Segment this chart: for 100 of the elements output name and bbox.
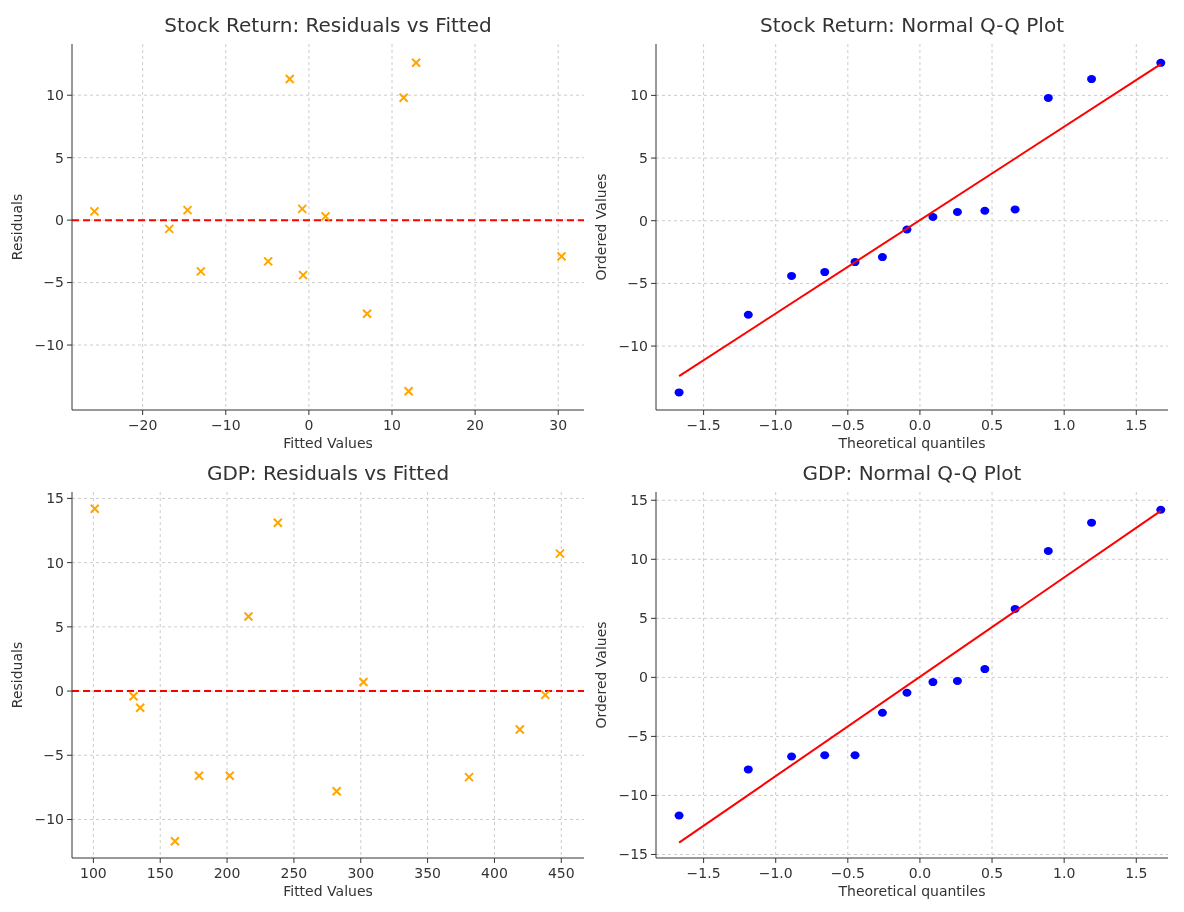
y-tick-label: 10 [46,87,64,104]
x-tick-label: −20 [127,417,158,433]
y-tick-label: −5 [627,728,648,745]
x-tick-label: 200 [213,865,241,881]
point [89,503,100,514]
point [169,836,180,847]
point [877,253,887,262]
y-tick-label: 10 [630,87,648,104]
point [194,770,204,781]
point [820,751,830,760]
x-tick-label: 20 [466,417,485,433]
point [224,770,235,781]
y-tick-label: 15 [630,492,648,509]
point [464,772,475,783]
point [135,702,146,713]
x-tick-label: −1.5 [686,417,721,433]
x-tick-label: 250 [280,865,308,881]
x-tick-label: 0 [304,417,314,433]
point [358,677,369,688]
y-tick-label: −10 [34,811,64,828]
point [980,206,990,215]
y-tick-label: 10 [46,554,64,571]
point [820,268,830,277]
point [540,689,551,700]
point [243,611,254,622]
y-tick-label: −5 [43,274,64,291]
x-tick-label: 350 [414,865,441,881]
y-tick-label: 5 [639,610,648,627]
y-tick-label: 10 [630,551,648,568]
point [1087,518,1097,527]
x-tick-label: 10 [383,417,401,433]
x-tick-label: 150 [146,865,174,881]
point [1010,205,1020,214]
point [787,271,797,280]
point [298,270,309,281]
chart-title: GDP: Normal Q-Q Plot [802,461,1022,485]
point [674,388,684,397]
point [980,665,990,674]
point [743,310,753,319]
y-tick-label: 0 [639,212,648,229]
y-axis-title: Ordered Values [593,621,609,729]
x-tick-label: 0.5 [980,865,1004,881]
x-tick-label: −0.5 [830,417,865,433]
point [556,251,567,262]
point [398,92,409,103]
chart-title: Stock Return: Residuals vs Fitted [164,13,492,37]
point [411,57,422,68]
x-tick-label: −1.0 [758,417,793,433]
x-axis-title: Fitted Values [283,435,373,451]
point [1043,93,1053,102]
x-tick-label: 30 [549,417,568,433]
point [928,212,938,221]
y-tick-label: 5 [55,618,64,635]
point [164,223,175,234]
point [514,724,525,735]
x-axis-title: Theoretical quantiles [837,883,986,899]
y-axis-title: Residuals [9,641,25,709]
x-tick-label: 400 [481,865,508,881]
x-tick-label: 1.0 [1053,865,1076,881]
x-tick-label: 1.5 [1125,417,1148,433]
chart-title: GDP: Residuals vs Fitted [206,461,450,485]
point [297,203,308,214]
x-tick-label: 0.0 [908,865,932,881]
y-axis-title: Residuals [9,193,25,261]
y-tick-label: 15 [46,490,64,507]
y-tick-label: 0 [639,669,648,686]
point [128,691,139,702]
y-tick-label: 0 [55,212,64,229]
point [902,688,912,697]
x-tick-label: 0.0 [908,417,932,433]
point [554,548,565,559]
point [1087,75,1097,84]
point [320,211,331,222]
point [195,266,206,277]
point [284,73,295,84]
y-axis-title: Ordered Values [593,173,609,281]
point [743,765,753,774]
point [272,517,283,528]
point [263,256,274,267]
y-tick-label: −5 [627,275,648,292]
chart-title: Stock Return: Normal Q-Q Plot [760,13,1065,37]
x-tick-label: −0.5 [830,865,865,881]
x-tick-label: 100 [80,865,107,881]
point [952,207,962,216]
x-tick-label: 1.5 [1125,865,1148,881]
x-tick-label: 300 [347,865,375,881]
point [89,206,100,217]
point [928,678,938,687]
y-tick-label: −10 [34,336,64,353]
x-axis-title: Fitted Values [283,883,373,899]
point [787,752,797,761]
y-tick-label: 5 [639,149,648,166]
y-tick-label: −10 [618,337,648,354]
point [182,205,193,216]
x-tick-label: 0.5 [980,417,1004,433]
point [877,708,887,717]
y-tick-label: 5 [55,149,64,166]
x-tick-label: −1.0 [758,865,793,881]
x-tick-label: 450 [547,865,575,881]
y-tick-label: −10 [618,787,648,804]
